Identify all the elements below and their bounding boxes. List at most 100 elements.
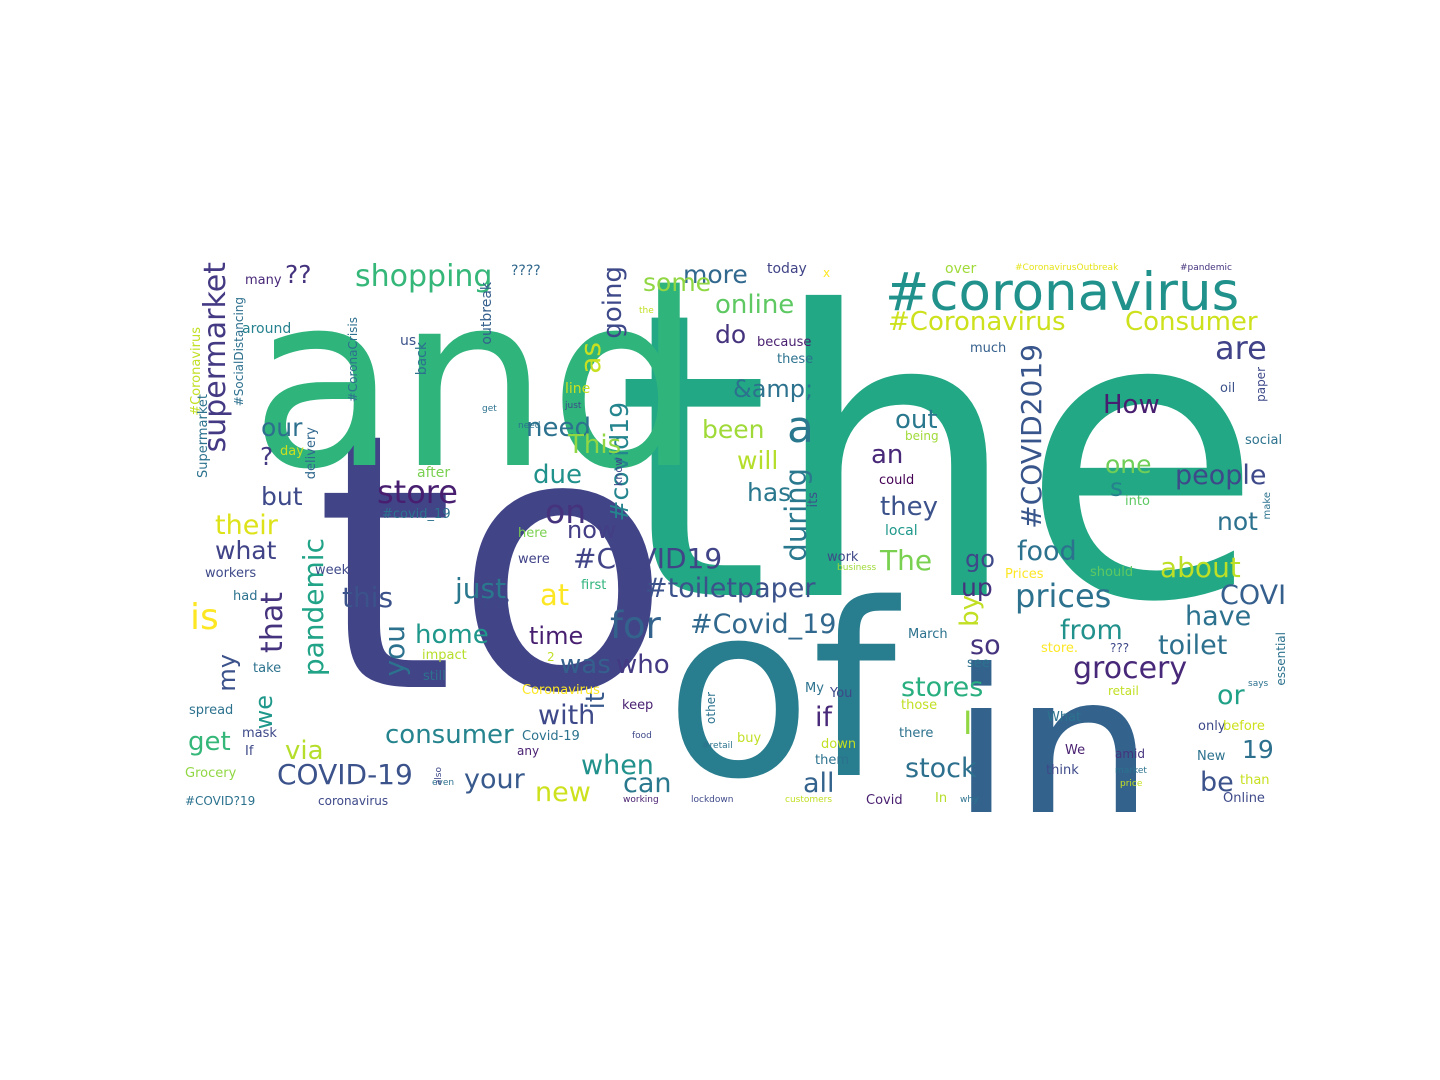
word-is: is bbox=[190, 597, 219, 638]
word-working: working bbox=[623, 795, 659, 805]
word-day: day bbox=[280, 444, 304, 459]
word-mask: mask bbox=[242, 726, 277, 741]
word-by: by bbox=[955, 595, 985, 627]
word-covid: Covid bbox=[866, 793, 903, 808]
word-all: all bbox=[803, 768, 835, 799]
word-lockdown: lockdown bbox=[691, 795, 734, 805]
word-more: more bbox=[683, 262, 748, 289]
word-price: price bbox=[1120, 779, 1143, 789]
word-now: now bbox=[567, 516, 617, 544]
word-social: social bbox=[1245, 433, 1283, 448]
word-business: business bbox=[837, 563, 877, 573]
word-of: of bbox=[665, 552, 897, 812]
word-people: people bbox=[1175, 460, 1267, 491]
word-grocery: Grocery bbox=[185, 766, 237, 781]
word-only: only bbox=[1198, 719, 1226, 734]
word-to: to bbox=[315, 357, 672, 771]
word-into: into bbox=[1125, 494, 1150, 509]
word-grocery: grocery bbox=[1073, 651, 1188, 686]
word-can: can bbox=[623, 768, 672, 799]
word-be: be bbox=[1200, 767, 1234, 798]
word-2: 2 bbox=[547, 650, 555, 664]
word-covid-19: #Covid_19 bbox=[690, 609, 837, 640]
word-first: first bbox=[581, 578, 607, 593]
word-were: were bbox=[518, 552, 550, 567]
word-some: some bbox=[643, 268, 712, 297]
word-stock: stock bbox=[905, 753, 977, 784]
word-take: take bbox=[253, 661, 282, 676]
word-up: up bbox=[961, 573, 993, 602]
word-covid-19: COVID-19 bbox=[277, 758, 413, 791]
word-when: when bbox=[581, 750, 654, 781]
word-says: says bbox=[1248, 679, 1269, 689]
word-before: before bbox=[1223, 719, 1265, 734]
word-home: home bbox=[415, 620, 489, 650]
word-impact: impact bbox=[422, 648, 467, 663]
word-consumer: Consumer bbox=[1125, 307, 1258, 337]
word-cloud-canvas: the to and of in #coronavirus a supermarket stor… bbox=[185, 262, 1285, 812]
word-with: with bbox=[538, 700, 596, 731]
word-market: market bbox=[1115, 766, 1147, 776]
word-my: My bbox=[805, 681, 824, 696]
word-know: know bbox=[612, 457, 625, 487]
word-toiletpaper: #toiletpaper bbox=[645, 573, 816, 604]
word-symbol: ???? bbox=[511, 263, 541, 279]
word-back: back bbox=[414, 342, 430, 376]
word-new: New bbox=[1197, 749, 1226, 764]
word-could: could bbox=[879, 473, 915, 488]
word-covid19: #COVID19 bbox=[573, 542, 723, 575]
word-how: How bbox=[1103, 390, 1160, 420]
word-a: a bbox=[787, 402, 814, 453]
word-or: or bbox=[1217, 680, 1245, 711]
word-essential: essential bbox=[1274, 632, 1285, 686]
word-because: because bbox=[757, 335, 812, 350]
word-these: these bbox=[777, 352, 814, 367]
word-prices: prices bbox=[1015, 577, 1112, 615]
word-over: over bbox=[945, 262, 977, 277]
word-the: the bbox=[639, 306, 654, 316]
word-in: in bbox=[950, 623, 1156, 813]
word-symbol: ??? bbox=[1110, 641, 1130, 655]
word-has: has bbox=[747, 478, 792, 507]
word-online: Online bbox=[1223, 791, 1265, 806]
word-symbol: ????? bbox=[475, 597, 510, 612]
word-covid-19: Covid-19 bbox=[522, 729, 580, 744]
word-toilet: toilet bbox=[1158, 630, 1228, 661]
word-down: down bbox=[821, 737, 857, 752]
word-my: my bbox=[213, 654, 241, 692]
word-just: just bbox=[455, 572, 507, 605]
word-socialdistancing: #SocialDistancing bbox=[232, 297, 246, 407]
word-amid: amid bbox=[1115, 747, 1145, 761]
word-delivery: delivery bbox=[304, 427, 319, 480]
word-in: In bbox=[935, 791, 948, 806]
word-your: your bbox=[464, 764, 525, 795]
word-i: I bbox=[963, 704, 973, 742]
word-coronavirus: #coronavirus bbox=[885, 262, 1240, 323]
word-what: What bbox=[1047, 710, 1082, 725]
word-shopping: shopping bbox=[355, 262, 493, 294]
word-get: get bbox=[482, 404, 497, 414]
word-should: should bbox=[1090, 565, 1134, 580]
word-local: local bbox=[885, 523, 918, 539]
word-covid-19: #COVID?19 bbox=[185, 794, 256, 808]
word-march: March bbox=[908, 627, 948, 642]
word-its: its bbox=[806, 492, 821, 508]
word-the: the bbox=[615, 262, 1264, 689]
word-keep: keep bbox=[622, 698, 654, 713]
word-coronavirus: #Coronavirus bbox=[888, 307, 1066, 337]
word-s: s bbox=[1110, 473, 1124, 502]
word-one: one bbox=[1105, 450, 1152, 479]
word-and: and bbox=[250, 262, 702, 522]
word-about: about bbox=[1160, 551, 1241, 584]
word-why: why bbox=[960, 795, 979, 805]
word-food: food bbox=[632, 731, 652, 741]
word-they: they bbox=[880, 492, 939, 522]
word-supermarket: Supermarket bbox=[196, 394, 211, 478]
word-19: 19 bbox=[1242, 735, 1274, 764]
word-other: other bbox=[704, 692, 718, 724]
word-so: so bbox=[970, 630, 1001, 661]
word-spread: spread bbox=[189, 703, 234, 718]
word-as: as bbox=[574, 342, 607, 374]
word-them: them bbox=[815, 753, 849, 768]
word-cloud: the to and of in #coronavirus a supermarket stor… bbox=[185, 262, 1285, 812]
